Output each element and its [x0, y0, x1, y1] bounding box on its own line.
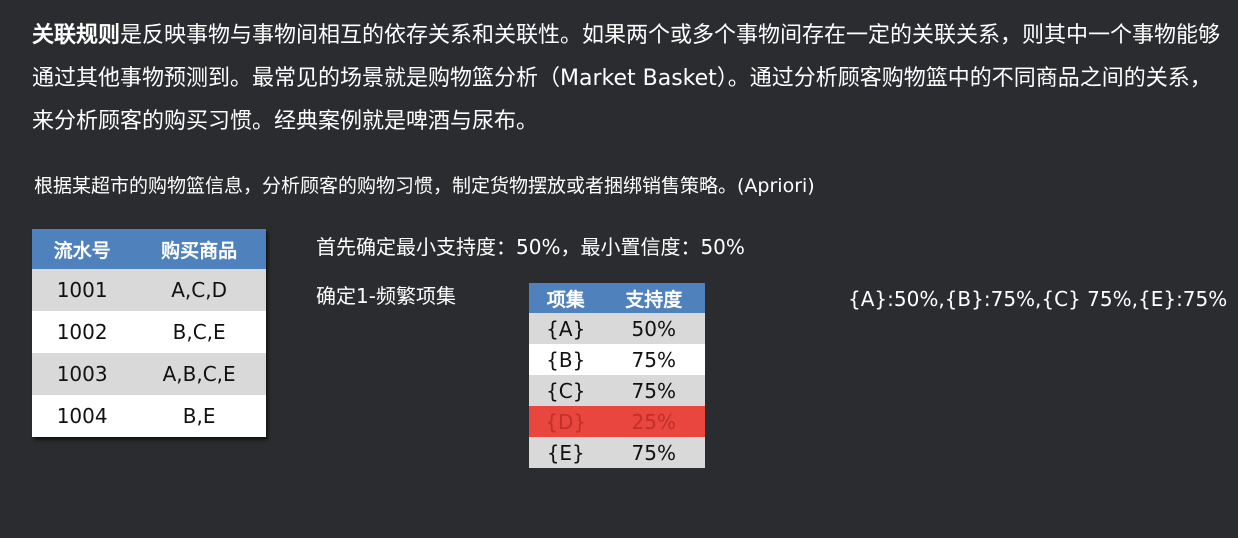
intro-text: 是反映事物与事物间相互的依存关系和关联性。如果两个或多个事物间存在一定的关联关系…	[32, 23, 1221, 134]
intro-keyword: 关联规则	[32, 23, 121, 48]
table-header-row: 项集 支持度	[529, 283, 705, 313]
transaction-id: 1003	[32, 353, 133, 395]
intro-paragraph: 关联规则是反映事物与事物间相互的依存关系和关联性。如果两个或多个事物间存在一定的…	[32, 14, 1222, 143]
table-row: {C} 75%	[529, 375, 705, 406]
itemset-cell: {C}	[529, 375, 603, 406]
itemset-cell: {B}	[529, 344, 603, 375]
table-row: 1002 B,C,E	[32, 311, 266, 353]
transaction-items: A,B,C,E	[132, 353, 266, 395]
table-row: 1001 A,C,D	[32, 269, 266, 311]
frequent-itemset-result: {A}:50%,{B}:75%,{C} 75%,{E}:75%	[848, 287, 1228, 311]
transaction-id: 1001	[32, 269, 133, 311]
support-cell: 75%	[602, 437, 705, 468]
support-cell: 50%	[602, 313, 705, 344]
transaction-items: B,C,E	[132, 311, 266, 353]
transactions-table: 流水号 购买商品 1001 A,C,D 1002 B,C,E 1003 A,B,…	[32, 229, 266, 437]
table-row: {E} 75%	[529, 437, 705, 468]
itemset-cell: {E}	[529, 437, 603, 468]
header-support: 支持度	[602, 283, 705, 313]
frequent-1-itemset-label: 确定1-频繁项集	[316, 284, 456, 308]
support-cell: 75%	[602, 375, 705, 406]
table-row: 1003 A,B,C,E	[32, 353, 266, 395]
header-items: 购买商品	[132, 229, 266, 269]
header-transaction-id: 流水号	[32, 229, 133, 269]
itemset-support-table: 项集 支持度 {A} 50% {B} 75% {C} 75% {D} 25% {…	[529, 283, 705, 468]
transaction-items: B,E	[132, 395, 266, 437]
task-description: 根据某超市的购物篮信息，分析顾客的购物习惯，制定货物摆放或者捆绑销售策略。(Ap…	[34, 175, 815, 197]
support-cell: 25%	[602, 406, 705, 437]
support-cell: 75%	[602, 344, 705, 375]
transaction-id: 1002	[32, 311, 133, 353]
table-row: 1004 B,E	[32, 395, 266, 437]
table-row: {B} 75%	[529, 344, 705, 375]
table-header-row: 流水号 购买商品	[32, 229, 266, 269]
pruned-row: {D} 25%	[529, 406, 705, 437]
table-row: {A} 50%	[529, 313, 705, 344]
header-itemset: 项集	[529, 283, 603, 313]
transaction-id: 1004	[32, 395, 133, 437]
itemset-cell: {D}	[529, 406, 603, 437]
transaction-items: A,C,D	[132, 269, 266, 311]
threshold-text: 首先确定最小支持度：50%，最小置信度：50%	[316, 235, 745, 259]
itemset-cell: {A}	[529, 313, 603, 344]
